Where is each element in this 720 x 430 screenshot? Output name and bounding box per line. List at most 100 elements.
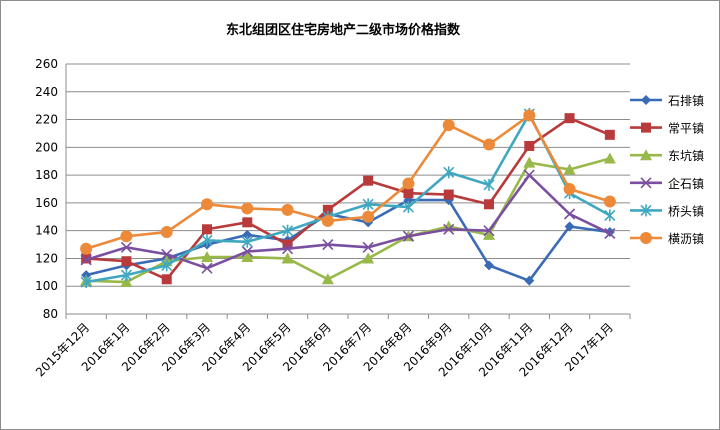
data-point [523, 156, 536, 168]
data-point [363, 175, 374, 186]
data-point [161, 248, 173, 260]
y-tick-labels: 80 100 120 140 160 180 200 220 240 260 [35, 57, 58, 321]
data-point [443, 189, 454, 200]
legend-label: 桥头镇 [668, 204, 704, 218]
data-point [362, 210, 375, 223]
legend-marker [640, 204, 652, 217]
series-6 [80, 109, 616, 255]
y-tick-label: 80 [43, 307, 58, 321]
data-point [161, 259, 173, 272]
legend-label: 横沥镇 [668, 232, 704, 246]
data-point [281, 203, 294, 216]
data-point [484, 199, 494, 210]
data-point [564, 221, 575, 232]
data-point [201, 262, 213, 274]
legend-item: 横沥镇 [630, 232, 704, 246]
data-point [201, 251, 213, 263]
legend-label: 企石镇 [668, 176, 704, 191]
legend-label: 东坑镇 [668, 148, 704, 163]
data-point [563, 163, 576, 175]
legend-label: 石排镇 [668, 94, 704, 108]
data-point [362, 241, 374, 253]
data-point [322, 204, 333, 215]
data-point [564, 113, 575, 124]
data-point [603, 152, 616, 164]
series-line [85, 114, 611, 250]
legend-label: 常平镇 [668, 122, 704, 136]
data-point [80, 242, 93, 255]
legend-item: 石排镇 [630, 94, 704, 108]
legend-item: 常平镇 [630, 122, 704, 136]
data-point [604, 227, 616, 240]
data-point [402, 230, 414, 242]
series-line [85, 173, 611, 270]
data-point [282, 243, 294, 255]
y-tick-label: 180 [35, 168, 58, 182]
legend-item: 企石镇 [630, 176, 704, 191]
y-tick-label: 200 [35, 140, 58, 154]
data-point [604, 129, 615, 140]
data-point [603, 195, 616, 208]
data-point [443, 166, 455, 179]
data-point [523, 169, 535, 181]
data-point [242, 217, 253, 228]
x-tick-label: 2015年12月 [33, 320, 92, 379]
legend-marker [640, 149, 652, 161]
data-point [403, 188, 414, 199]
series-lines [80, 108, 616, 289]
series-1 [81, 195, 615, 286]
data-point [282, 224, 294, 237]
series-line [85, 112, 611, 284]
series-line [86, 116, 611, 281]
y-tick-label: 220 [35, 113, 58, 127]
data-point [201, 234, 213, 247]
data-point [282, 239, 293, 250]
data-point [321, 214, 334, 227]
data-point [443, 223, 455, 235]
data-point [120, 241, 132, 253]
legend-marker [640, 177, 652, 189]
legend-marker [640, 232, 652, 244]
data-point [483, 225, 495, 237]
data-point [564, 208, 576, 220]
y-tick-label: 260 [35, 57, 58, 71]
series-5 [80, 108, 616, 289]
chart-title: 东北组团区住宅房地产二级市场价格指数 [226, 22, 461, 38]
legend-item: 桥头镇 [630, 204, 704, 218]
data-point [483, 178, 495, 191]
data-point [523, 109, 536, 122]
legend-marker [641, 95, 651, 105]
y-tick-label: 160 [35, 196, 58, 210]
data-point [242, 229, 253, 240]
data-point [161, 274, 172, 285]
data-point [281, 252, 294, 264]
data-point [604, 209, 616, 222]
data-point [402, 201, 414, 214]
data-point [524, 275, 535, 286]
data-point [241, 235, 253, 248]
data-point [362, 198, 374, 211]
data-point [321, 273, 334, 285]
y-tick-label: 240 [35, 85, 58, 99]
data-point [80, 254, 92, 266]
data-point [241, 245, 253, 258]
data-point [402, 177, 415, 190]
data-point [563, 183, 576, 195]
y-tick-label: 100 [35, 279, 58, 293]
data-point [202, 224, 212, 235]
data-point [483, 228, 495, 240]
series-4 [80, 169, 616, 274]
data-point [524, 140, 535, 151]
data-point [484, 260, 494, 271]
data-point [362, 252, 375, 264]
y-tick-label: 140 [35, 224, 58, 238]
data-point [120, 276, 133, 288]
axes [65, 64, 631, 319]
data-point [80, 276, 92, 289]
data-point [120, 230, 133, 243]
data-point [322, 238, 334, 251]
data-point [241, 251, 254, 263]
data-point [241, 202, 254, 215]
